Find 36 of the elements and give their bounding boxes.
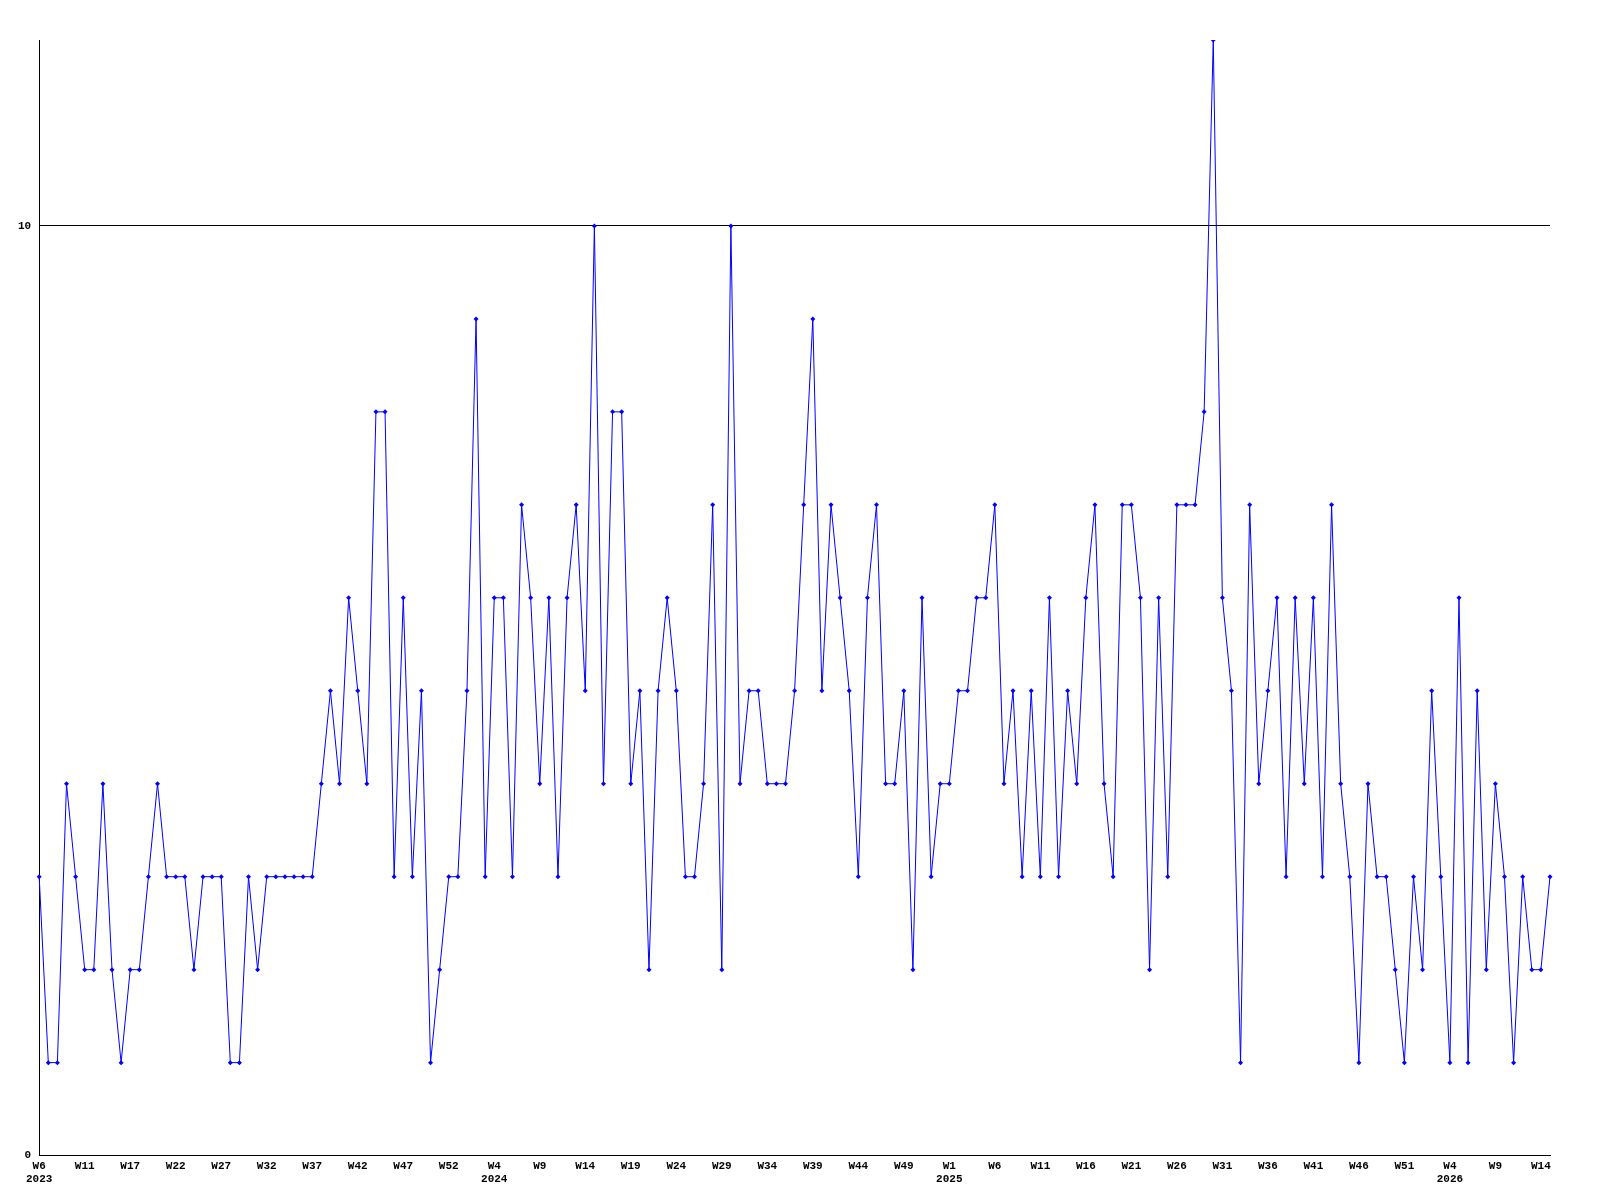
x-tick-label: W9 [1488,1159,1502,1172]
x-tick-label: W14 [575,1159,596,1172]
x-tick-label: W14 [1530,1159,1552,1172]
x-tick-label: W6 [988,1159,1002,1172]
x-tick-label: W9 [533,1159,547,1172]
x-tick-label: W41 [1303,1159,1324,1172]
x-tick-label: W46 [1348,1159,1369,1172]
x-tick-label: W49 [893,1159,914,1172]
x-tick-label: W27 [211,1159,232,1172]
x-tick-label: W36 [1257,1159,1278,1172]
x-tick-label: W44 [848,1159,869,1172]
x-tick-label: W52 [438,1159,459,1172]
x-tick-label: W42 [347,1159,368,1172]
y-tick-label: 0 [24,1149,32,1162]
x-tick-label: W47 [393,1159,414,1172]
x-tick-label: W21 [1121,1159,1142,1172]
x-tick-label: W37 [302,1159,323,1172]
x-tick-label: W22 [165,1159,186,1172]
x-tick-label: W4 2026 [1436,1159,1464,1186]
x-tick-label: W19 [620,1159,641,1172]
x-tick-label: W34 [757,1159,778,1172]
x-tick-label: W11 [74,1159,95,1172]
x-tick-label: W6 2023 [26,1159,53,1186]
y-tick-label: 10 [18,219,32,232]
x-tick-label: W17 [120,1159,141,1172]
x-tick-label: W51 [1394,1159,1415,1172]
x-tick-label: W4 2024 [481,1159,508,1186]
x-tick-label: W16 [1075,1159,1096,1172]
x-tick-label: W26 [1166,1159,1187,1172]
x-tick-label: W31 [1212,1159,1233,1172]
x-tick-label: W39 [802,1159,823,1172]
x-tick-label: W11 [1030,1159,1051,1172]
x-tick-label: W32 [256,1159,277,1172]
x-tick-label: W29 [711,1159,732,1172]
x-tick-label: W24 [666,1159,687,1172]
x-tick-label: W1 2025 [936,1159,963,1186]
